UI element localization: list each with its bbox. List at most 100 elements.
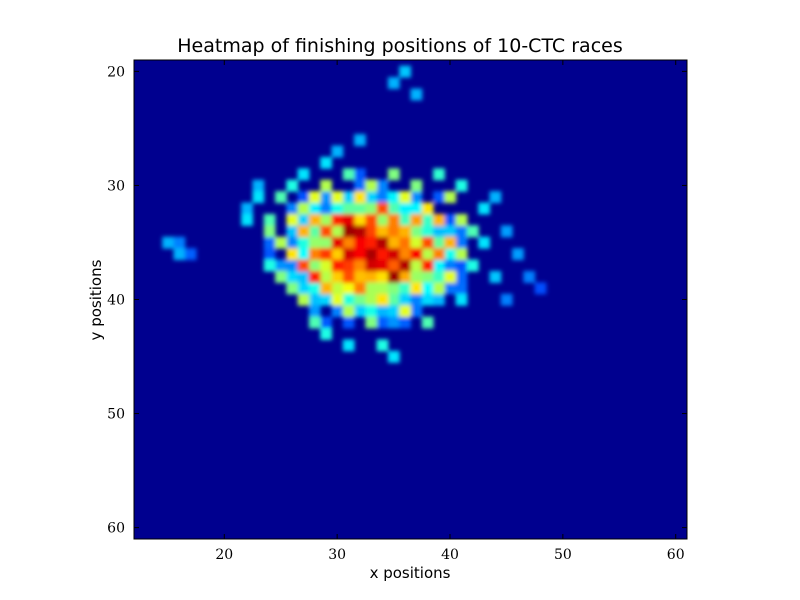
- heatmap-cell: [354, 259, 366, 272]
- heatmap-cell: [489, 191, 502, 204]
- heatmap-cell: [376, 191, 389, 204]
- heatmap-cell: [320, 328, 332, 340]
- heatmap-cell: [342, 339, 355, 352]
- heatmap-cell: [320, 179, 332, 192]
- heatmap-cell: [433, 191, 445, 204]
- heatmap-cell: [354, 282, 366, 295]
- heatmap-cell: [433, 282, 445, 295]
- heatmap-cell: [241, 202, 253, 215]
- heatmap-cell: [399, 65, 411, 78]
- heatmap-cell: [399, 270, 411, 283]
- heatmap-cell: [410, 191, 423, 204]
- heatmap-cell: [466, 259, 479, 272]
- heatmap-cell: [342, 213, 355, 226]
- heatmap-cell: [387, 270, 400, 283]
- heatmap-cell: [410, 305, 423, 318]
- heatmap-cell: [410, 202, 423, 215]
- heatmap-cell: [444, 213, 457, 226]
- heatmap-cell: [286, 282, 299, 295]
- heatmap-cell: [387, 248, 400, 261]
- heatmap-cell: [320, 248, 332, 261]
- heatmap-cell: [263, 225, 276, 238]
- heatmap-cell: [399, 202, 411, 215]
- heatmap-cell: [399, 225, 411, 238]
- heatmap-cell: [421, 213, 434, 226]
- heatmap-cell: [286, 225, 299, 238]
- heatmap-cell: [387, 259, 400, 272]
- heatmap-cell: [455, 248, 468, 261]
- heatmap-cell: [455, 270, 468, 283]
- heatmap-cell: [286, 270, 299, 283]
- heatmap-cell: [308, 202, 321, 215]
- heatmap-cell: [421, 270, 434, 283]
- heatmap-cell: [354, 213, 366, 226]
- heatmap-cell: [331, 305, 344, 318]
- heatmap-cell: [331, 248, 344, 261]
- heatmap-cell: [320, 156, 332, 169]
- heatmap-cell: [376, 316, 389, 329]
- heatmap-cell: [354, 134, 366, 147]
- heatmap-cell: [241, 213, 253, 226]
- heatmap-cell: [455, 259, 468, 272]
- heatmap-cell: [421, 282, 434, 295]
- heatmap-cell: [376, 259, 389, 272]
- heatmap-cell: [444, 259, 457, 272]
- heatmap-cell: [455, 282, 468, 295]
- heatmap-cell: [162, 236, 174, 249]
- chart-title: Heatmap of finishing positions of 10-CTC…: [177, 35, 623, 57]
- heatmap-cell: [444, 282, 457, 295]
- heatmap-cell: [433, 259, 445, 272]
- heatmap-cell: [387, 316, 400, 329]
- heatmap-cell: [297, 202, 310, 215]
- heatmap-cell: [410, 248, 423, 261]
- heatmap-cell: [365, 316, 378, 329]
- heatmap-cell: [376, 225, 389, 238]
- heatmap-cell: [387, 293, 400, 306]
- heatmap-cell: [421, 236, 434, 249]
- heatmap-cell: [410, 236, 423, 249]
- heatmap-cell: [342, 168, 355, 181]
- heatmap-cell: [297, 248, 310, 261]
- heatmap-cell: [410, 270, 423, 283]
- heatmap-cell: [455, 225, 468, 238]
- x-tick-label: 20: [215, 547, 233, 563]
- heatmap-cell: [263, 213, 276, 226]
- heatmap-cell: [399, 305, 411, 318]
- heatmap-cell: [342, 236, 355, 249]
- heatmap-cell: [466, 225, 479, 238]
- heatmap-cell: [286, 259, 299, 272]
- heatmap-cell: [365, 270, 378, 283]
- heatmap-cell: [376, 270, 389, 283]
- heatmap-cell: [263, 248, 276, 261]
- heatmap-cell: [354, 305, 366, 318]
- heatmap-cell: [433, 168, 445, 181]
- heatmap-cell: [308, 270, 321, 283]
- heatmap-cell: [331, 282, 344, 295]
- heatmap-cell: [455, 236, 468, 249]
- heatmap-cell: [399, 282, 411, 295]
- x-axis-label: x positions: [369, 564, 451, 582]
- heatmap-cell: [320, 236, 332, 249]
- heatmap-cell: [342, 293, 355, 306]
- heatmap-cell: [275, 191, 287, 204]
- heatmap-cell: [365, 225, 378, 238]
- x-tick-label: 30: [328, 547, 346, 563]
- heatmap-cell: [455, 293, 468, 306]
- heatmap-cell: [263, 236, 276, 249]
- heatmap-cell: [354, 293, 366, 306]
- heatmap-cell: [399, 316, 411, 329]
- heatmap-cell: [387, 168, 400, 181]
- heatmap-cell: [433, 213, 445, 226]
- heatmap-cell: [354, 236, 366, 249]
- heatmap-cell: [331, 213, 344, 226]
- heatmap-cell: [275, 236, 287, 249]
- heatmap-cell: [320, 213, 332, 226]
- heatmap-cell: [297, 282, 310, 295]
- heatmap-cell: [308, 248, 321, 261]
- heatmap-cell: [399, 191, 411, 204]
- heatmap-cell: [342, 282, 355, 295]
- heatmap-cell: [410, 225, 423, 238]
- heatmap-cell: [308, 305, 321, 318]
- heatmap-cell: [286, 236, 299, 249]
